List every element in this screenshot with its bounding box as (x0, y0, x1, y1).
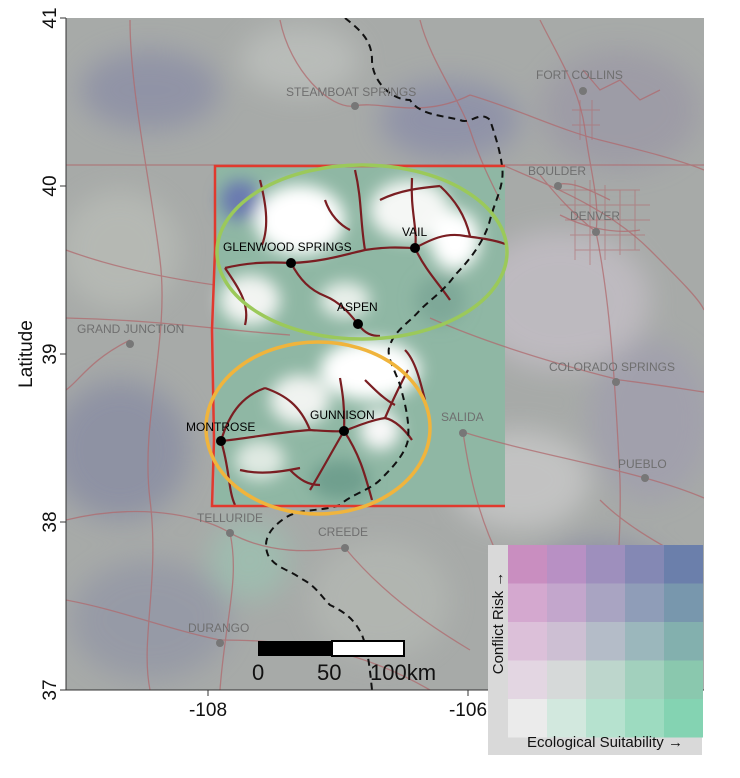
city-point-colorado-springs (612, 378, 620, 386)
city-point-denver (592, 228, 600, 236)
city-label-boulder: BOULDER (528, 164, 586, 178)
city-label-grand-junction: GRAND JUNCTION (77, 322, 184, 336)
city-point-durango (216, 639, 224, 647)
y-tick-40: 40 (40, 175, 61, 196)
scale-label-100km: 100km (370, 660, 436, 685)
cluster-south-ellipse (204, 340, 432, 516)
city-point-glenwood (286, 258, 296, 268)
scale-label-50: 50 (317, 660, 341, 685)
continental-divide (265, 18, 504, 690)
legend-cell (664, 583, 703, 622)
city-point-gunnison (339, 426, 349, 436)
y-axis-label: Latitude (16, 320, 37, 388)
legend-cell (508, 545, 547, 584)
legend-cell (586, 545, 625, 584)
legend-cell (664, 545, 703, 584)
y-axis: 41 40 39 38 37 Latitude (16, 7, 67, 701)
legend-cell (586, 699, 625, 738)
scale-label-0: 0 (252, 660, 264, 685)
legend-x-label: Ecological Suitability → (527, 734, 683, 751)
y-tick-41: 41 (40, 7, 61, 28)
city-point-pueblo (641, 474, 649, 482)
legend-y-label: Conflict Risk → (490, 572, 507, 675)
scale-bar: 0 50 100km (252, 640, 436, 685)
city-label-fort-collins: FORT COLLINS (536, 68, 623, 82)
legend-grid (508, 545, 703, 738)
x-tick-106: -106 (449, 700, 487, 721)
city-label-montrose: MONTROSE (186, 420, 255, 434)
city-label-steamboat: STEAMBOAT SPRINGS (286, 85, 416, 99)
city-point-steamboat (351, 102, 359, 110)
legend-cell (586, 583, 625, 622)
city-point-telluride (226, 529, 234, 537)
city-label-colorado-springs: COLORADO SPRINGS (549, 360, 675, 374)
city-point-montrose (216, 436, 226, 446)
legend-cell (625, 583, 664, 622)
legend-cell (664, 622, 703, 661)
legend-cell (547, 660, 586, 699)
background-cities (126, 87, 649, 647)
legend-cell (586, 660, 625, 699)
legend-cell (547, 699, 586, 738)
legend-cell (547, 545, 586, 584)
city-label-aspen: ASPEN (337, 300, 378, 314)
urban-grid (560, 100, 650, 265)
y-tick-38: 38 (40, 511, 61, 532)
legend-cell (625, 622, 664, 661)
legend-cell (508, 660, 547, 699)
city-point-aspen (353, 319, 363, 329)
x-tick-108: -108 (189, 700, 227, 721)
x-axis: -108 -106 (66, 689, 704, 721)
city-point-fort-collins (579, 87, 587, 95)
legend-cell (625, 545, 664, 584)
city-label-vail: VAIL (402, 225, 427, 239)
cluster-north-ellipse (215, 163, 509, 341)
legend-cell (625, 660, 664, 699)
city-label-durango: DURANGO (188, 621, 249, 635)
legend-cell (664, 699, 703, 738)
city-label-salida: SALIDA (441, 410, 484, 424)
city-point-grand-junction (126, 340, 134, 348)
city-label-telluride: TELLURIDE (197, 511, 263, 525)
city-point-vail (410, 243, 420, 253)
y-tick-37: 37 (40, 679, 61, 700)
city-label-gunnison: GUNNISON (310, 408, 375, 422)
legend-cell (508, 583, 547, 622)
city-point-boulder (554, 182, 562, 190)
legend-cell (508, 699, 547, 738)
study-area-surface (215, 166, 505, 506)
legend-cell (547, 583, 586, 622)
bivariate-legend: Conflict Risk → Ecological Suitability → (488, 545, 703, 755)
city-label-pueblo: PUEBLO (618, 457, 667, 471)
legend-cell (625, 699, 664, 738)
city-label-creede: CREEDE (318, 525, 368, 539)
city-point-salida (459, 429, 467, 437)
study-area-boundary (210, 164, 505, 508)
y-tick-39: 39 (40, 343, 61, 364)
legend-cell (586, 622, 625, 661)
legend-cell (547, 622, 586, 661)
city-point-creede (341, 544, 349, 552)
city-label-denver: DENVER (570, 209, 620, 223)
legend-cell (664, 660, 703, 699)
city-label-glenwood: GLENWOOD SPRINGS (223, 240, 352, 254)
legend-cell (508, 622, 547, 661)
